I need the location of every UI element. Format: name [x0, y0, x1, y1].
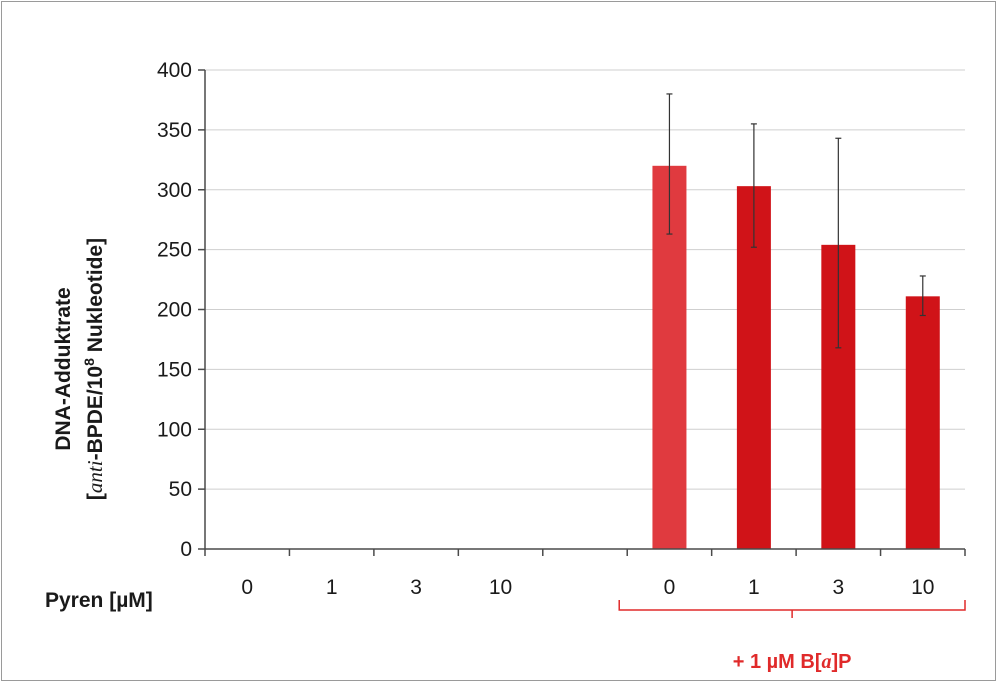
y-tick-label: 150 — [157, 358, 192, 381]
x-tick-label: 0 — [241, 576, 253, 599]
x-tick-label: 10 — [911, 576, 934, 599]
x-tick-label: 10 — [489, 576, 512, 599]
x-tick-label: 3 — [410, 576, 422, 599]
y-tick-label: 50 — [169, 478, 192, 501]
y-axis-title: DNA-Addukt­rate [anti-BPDE/108 Nukleotid… — [52, 238, 107, 500]
x-tick-labels: 0 1 3 10 0 1 3 10 — [241, 576, 934, 599]
y-tick-label: 350 — [157, 119, 192, 142]
y-axis-title-line2: [anti-BPDE/108 Nukleotide] — [81, 238, 107, 500]
axes — [198, 69, 966, 556]
y-tick-label: 400 — [157, 59, 192, 82]
bar — [905, 296, 940, 549]
y-tick-label: 0 — [180, 538, 192, 561]
y-axis-title-line1: DNA-Addukt­rate — [52, 287, 75, 450]
y-tick-label: 300 — [157, 179, 192, 202]
x-row-label: Pyren [µM] — [45, 589, 153, 612]
x-tick-label: 1 — [326, 576, 338, 599]
y-tick-label: 100 — [157, 418, 192, 441]
y-tick-label: 200 — [157, 299, 192, 322]
error-bars — [666, 93, 926, 349]
x-tick-label: 3 — [832, 576, 844, 599]
x-tick-label: 0 — [664, 576, 676, 599]
y-tick-labels: 0 50 100 150 200 250 300 350 400 — [157, 59, 192, 561]
group-bracket — [618, 600, 966, 618]
group-label: + 1 µM B[a]P — [733, 651, 852, 673]
bars — [652, 165, 940, 550]
bracket-line — [618, 600, 966, 611]
y-tick-label: 250 — [157, 239, 192, 262]
x-tick-label: 1 — [748, 576, 760, 599]
